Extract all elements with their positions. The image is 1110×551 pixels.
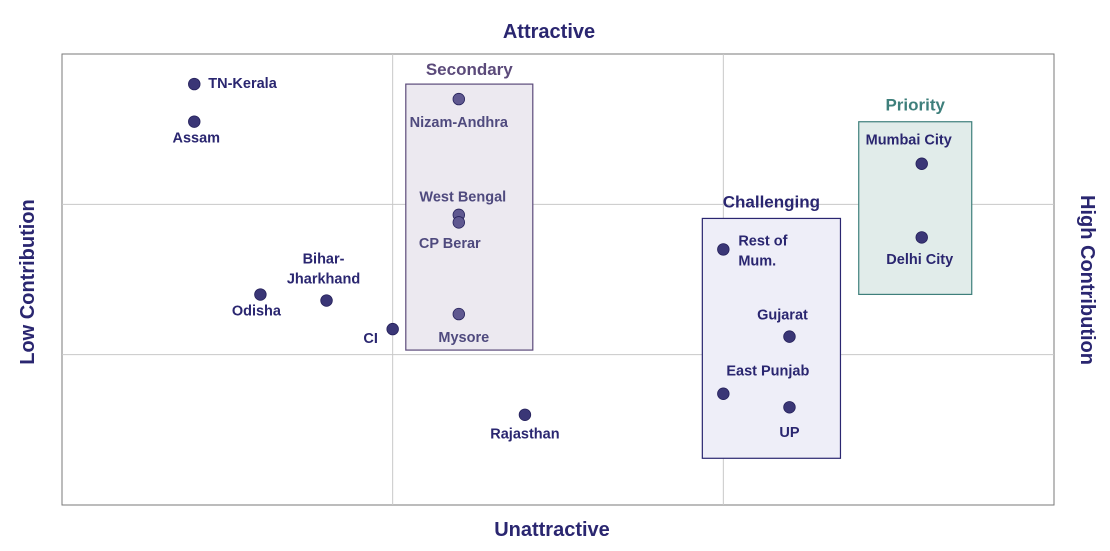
- label-nizam-andhra: Nizam-Andhra: [410, 115, 509, 131]
- label-cp-berar: CP Berar: [419, 236, 481, 252]
- point-bihar-jharkhand: [320, 294, 333, 307]
- challenging-group-box: [701, 217, 842, 459]
- priority-group-box: [858, 121, 973, 296]
- challenging-group-title: Challenging: [723, 192, 820, 211]
- data-points: [188, 77, 928, 422]
- point-rajasthan: [518, 408, 532, 422]
- label-mumbai-city: Mumbai City: [866, 133, 952, 149]
- left-axis-label: Low Contribution: [17, 199, 39, 365]
- point-rest-of-mum: [717, 243, 730, 256]
- secondary-group-title: Secondary: [426, 60, 513, 79]
- top-axis-label: Attractive: [503, 21, 595, 43]
- label-tn-kerala: TN-Kerala: [208, 76, 277, 92]
- point-east-punjab: [717, 387, 730, 400]
- label-up: UP: [779, 425, 799, 441]
- point-gujarat: [783, 330, 796, 343]
- point-mumbai-city: [915, 157, 928, 170]
- label-odisha: Odisha: [232, 303, 282, 319]
- bottom-axis-label: Unattractive: [494, 519, 610, 541]
- label-mysore: Mysore: [438, 330, 489, 346]
- point-mysore: [452, 307, 466, 321]
- label-gujarat: Gujarat: [757, 307, 808, 323]
- secondary-group-box: [405, 83, 534, 351]
- label-rajasthan: Rajasthan: [490, 427, 559, 443]
- priority-group-title: Priority: [885, 96, 945, 115]
- group-boxes: Secondary Challenging Priority: [405, 60, 973, 459]
- point-tn-kerala: [188, 77, 201, 91]
- point-ci: [386, 322, 399, 336]
- label-east-punjab: East Punjab: [726, 364, 809, 380]
- label-ci: CI: [363, 331, 378, 347]
- point-odisha: [254, 288, 267, 301]
- label-assam: Assam: [172, 130, 220, 146]
- point-labels: TN-Kerala Assam Nizam-Andhra West Bengal CP …: [172, 76, 953, 443]
- label-west-bengal: West Bengal: [419, 190, 506, 206]
- label-bihar-jharkhand: Bihar-Jharkhand: [287, 251, 360, 287]
- right-axis-label: High Contribution: [1076, 195, 1098, 365]
- plot-frame: [61, 53, 1055, 506]
- point-cp-berar: [452, 216, 466, 229]
- label-delhi-city: Delhi City: [886, 252, 953, 268]
- point-nizam-andhra: [452, 92, 466, 106]
- point-assam: [188, 115, 201, 128]
- label-rest-of-mum: Rest of Mum.: [738, 233, 787, 269]
- point-up: [783, 401, 796, 414]
- point-delhi-city: [915, 231, 928, 244]
